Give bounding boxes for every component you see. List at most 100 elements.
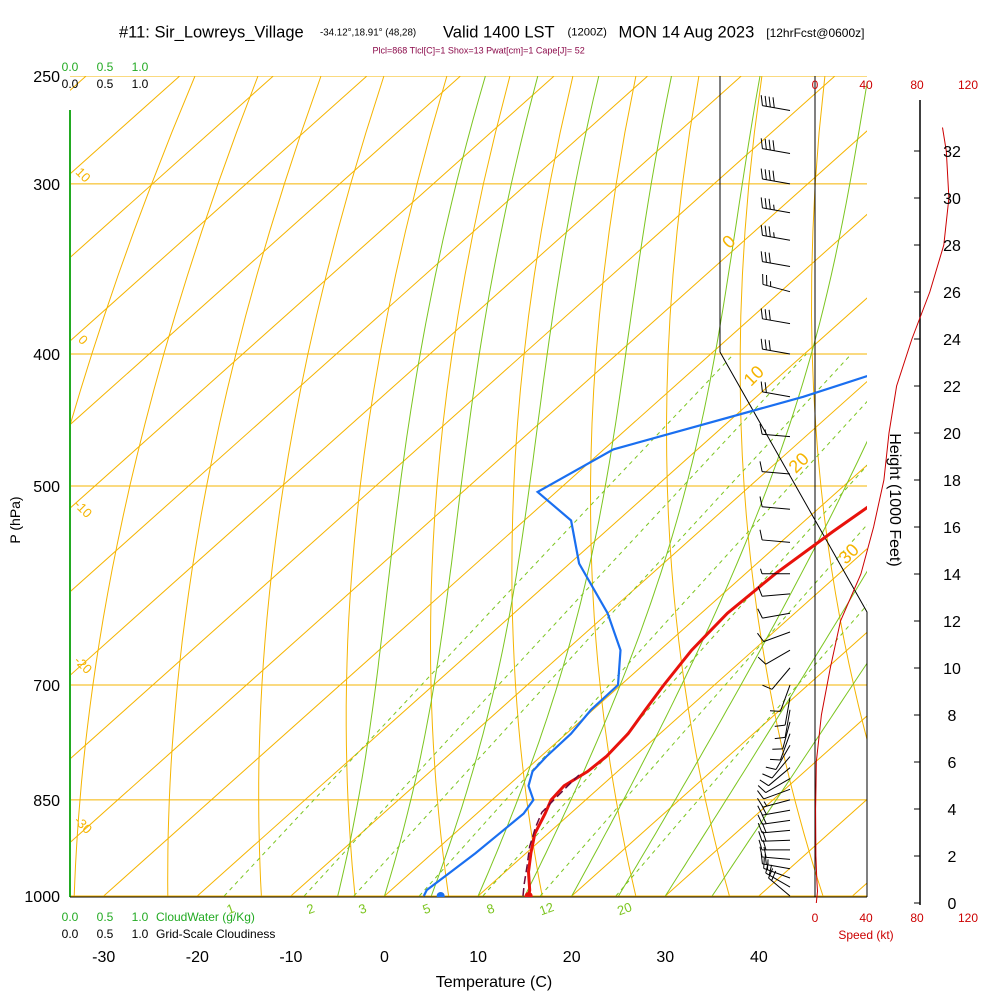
height-tick-label: 24: [943, 332, 961, 349]
pressure-tick-label: 500: [33, 479, 60, 496]
height-tick-label: 30: [943, 191, 961, 208]
barb-staff: [784, 709, 791, 738]
barb-staff: [762, 234, 791, 241]
barb-flag: [772, 170, 775, 182]
dry-adiabat: [73, 76, 259, 897]
barb-half-flag: [764, 429, 767, 435]
barb-flag: [774, 736, 786, 740]
speed-tick-label-bottom: 80: [910, 911, 924, 925]
pressure-tick-label: 1000: [24, 889, 60, 906]
cloudiness-tick-label-bottom: 1.0: [132, 927, 149, 941]
mixing-ratio-line: [303, 353, 807, 897]
barb-flag: [768, 96, 771, 108]
barb-flag: [757, 822, 763, 834]
wind-barb: [765, 744, 791, 770]
cloudwater-tick-label-top: 0.0: [62, 60, 79, 74]
barb-flag: [763, 857, 765, 869]
barb-flag: [762, 684, 773, 690]
wind-barbs: [757, 95, 791, 897]
height-tick-label: 6: [948, 755, 957, 772]
dry-adiabat: [345, 76, 448, 897]
isotherm-line: [290, 380, 867, 897]
mixing-ratio-label: 1: [224, 900, 236, 917]
moist-adiabat-label: 0: [718, 231, 739, 252]
barb-flag: [760, 168, 763, 180]
speed-profile-line: [815, 127, 950, 904]
mixing-ratio-line: [539, 524, 867, 897]
barb-flag: [757, 797, 764, 808]
barb-flag: [760, 95, 763, 106]
barb-staff: [784, 697, 791, 726]
barb-flag: [760, 381, 763, 392]
wind-barb: [760, 251, 791, 268]
moist-adiabat: [524, 76, 761, 897]
barb-staff: [771, 756, 791, 779]
barb-flag: [761, 814, 767, 824]
temperature-tick-label: 30: [656, 949, 674, 966]
dry-adiabat-label: -30: [71, 813, 95, 837]
station-coords: -34.12°,18.91° (48,28): [320, 27, 416, 38]
mixing-ratio-line: [223, 353, 735, 897]
wind-barb: [759, 496, 791, 510]
barb-flag: [757, 785, 767, 793]
cloudiness-tick-label-top: 0.5: [97, 77, 114, 91]
isotherm-line: [70, 76, 742, 677]
height-tick-label: 28: [943, 238, 961, 255]
moist-adiabat: [430, 76, 600, 897]
barb-staff: [762, 178, 791, 185]
chart-header: #11: Sir_Lowreys_Village -34.12°,18.91° …: [119, 24, 864, 56]
barb-flag: [764, 198, 767, 209]
barb-flag: [768, 252, 771, 264]
height-tick-label: 14: [943, 567, 961, 584]
barb-flag: [757, 790, 765, 800]
barb-staff: [779, 684, 791, 712]
height-tick-label: 18: [943, 473, 961, 490]
height-tick-label: 26: [943, 285, 961, 302]
station-title: #11: Sir_Lowreys_Village: [119, 24, 304, 42]
mixing-ratio-label: 20: [615, 899, 634, 918]
barb-flag: [760, 138, 763, 149]
height-tick-label: 2: [948, 849, 957, 866]
wind-barb: [760, 95, 791, 111]
barb-flag: [759, 529, 763, 541]
height-tick-label: 22: [943, 379, 961, 396]
dry-adiabat: [70, 76, 196, 428]
barb-flag: [760, 338, 763, 350]
isotherm-line: [70, 76, 836, 760]
isotherm-line: [852, 882, 867, 897]
barb-staff: [762, 433, 791, 438]
mixing-ratio-line: [418, 400, 867, 897]
temperature-tick-label: 0: [380, 949, 389, 966]
dewpoint-line: [422, 374, 867, 897]
barb-staff: [762, 105, 791, 111]
mixing-ratio-label: 3: [356, 900, 368, 917]
barb-staff: [762, 283, 791, 293]
temperature-tick-label: 20: [563, 949, 581, 966]
pressure-tick-label: 850: [33, 793, 60, 810]
cloudiness-tick-label-bottom: 0.5: [97, 927, 114, 941]
barb-staff: [762, 856, 791, 860]
barb-half-flag: [773, 232, 775, 238]
barb-flag: [757, 814, 763, 825]
wind-barb: [774, 709, 791, 740]
barb-staff: [765, 872, 791, 888]
x-axis-label: Temperature (C): [436, 974, 552, 991]
height-axis-label: Height (1000 Feet): [886, 433, 903, 566]
moist-adiabat: [477, 76, 672, 897]
barb-flag: [760, 308, 763, 319]
cloudiness-tick-label-bottom: 0.0: [62, 927, 79, 941]
isotherm-line: [70, 76, 555, 509]
speed-tick-label-top: 120: [958, 78, 978, 92]
barb-flag: [764, 225, 767, 237]
wind-barb: [757, 788, 791, 800]
mixing-ratio-label: 2: [304, 900, 316, 917]
wind-barb: [760, 138, 791, 154]
barb-staff: [763, 788, 791, 800]
barb-staff: [763, 867, 791, 879]
speed-tick-label-top: 80: [910, 78, 924, 92]
barb-flag: [764, 95, 767, 107]
barb-staff: [762, 829, 791, 834]
chart-frame: [69, 76, 921, 905]
isotherm-line: [384, 464, 867, 897]
dry-adiabat: [258, 76, 385, 897]
